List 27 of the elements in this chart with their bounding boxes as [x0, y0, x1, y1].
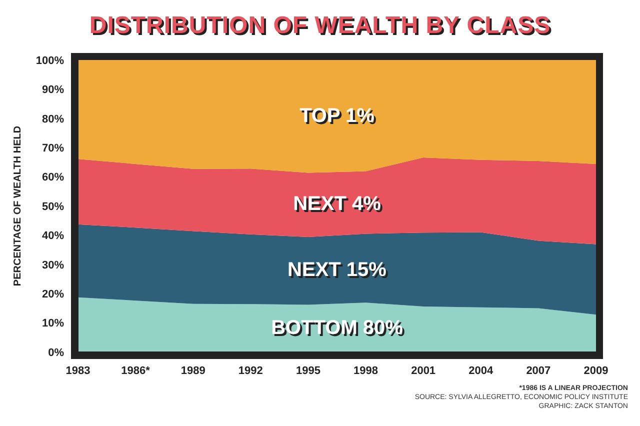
y-tick-label: 60%	[42, 172, 64, 184]
y-tick-label: 50%	[42, 200, 64, 213]
x-tick-label: 1995	[296, 364, 320, 377]
x-tick-label: 1992	[238, 364, 263, 377]
x-tick-label: 1998	[354, 364, 378, 377]
x-tick-label: 1983	[66, 364, 90, 377]
x-tick-label: 2001	[411, 364, 436, 377]
chart-title: DISTRIBUTION OF WEALTH BY CLASS	[88, 11, 552, 41]
series-label: NEXT 4%	[292, 192, 382, 216]
series-label: TOP 1%	[298, 104, 376, 128]
y-tick-label: 80%	[42, 113, 64, 126]
y-tick-label: 40%	[42, 230, 64, 242]
y-tick-label: 10%	[42, 318, 64, 330]
series-label: NEXT 15%	[286, 258, 388, 282]
series-label: BOTTOM 80%	[270, 316, 404, 340]
x-tick-label: 2004	[468, 364, 494, 377]
y-tick-label: 30%	[42, 259, 64, 272]
y-tick-label: 90%	[42, 84, 64, 96]
x-tick-label: 2009	[584, 364, 608, 377]
y-tick-label: 100%	[36, 54, 64, 67]
y-axis-title: PERCENTAGE OF WEALTH HELD	[12, 126, 24, 286]
y-tick-label: 70%	[42, 142, 64, 155]
x-tick-label: 2007	[526, 364, 551, 377]
y-tick-label: 20%	[42, 288, 64, 301]
y-tick-label: 0%	[48, 346, 64, 359]
x-tick-label: 1989	[180, 364, 206, 377]
x-tick-label: 1986*	[121, 364, 151, 377]
